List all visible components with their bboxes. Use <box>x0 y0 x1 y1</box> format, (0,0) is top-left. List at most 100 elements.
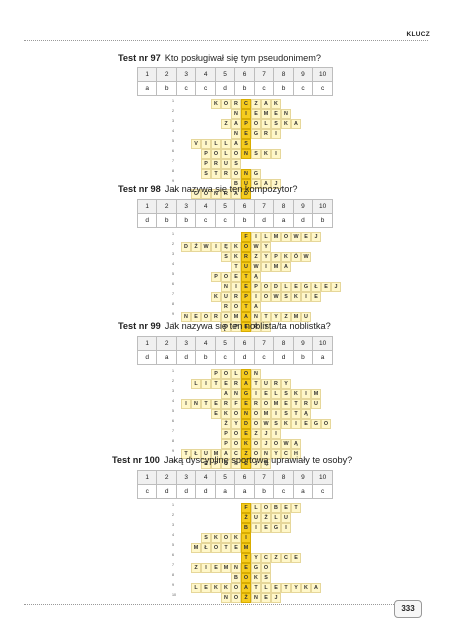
letter-cell: E <box>191 312 201 322</box>
letter-cell: A <box>231 189 241 199</box>
answer-cell: c <box>195 213 216 228</box>
letter-cell: N <box>281 109 291 119</box>
letter-cell: W <box>301 252 311 262</box>
answer-cell: a <box>312 350 333 365</box>
letter-cell: K <box>211 99 221 109</box>
row-number: 3 <box>172 119 174 123</box>
letter-cell: P <box>271 252 281 262</box>
question-number-cell: 1 <box>136 470 158 485</box>
test-98-title: Test nr 98 Jak nazywa się ten kompozytor? <box>118 184 298 194</box>
row-number: 8 <box>172 439 174 443</box>
letter-cell: Ą <box>291 439 301 449</box>
letter-cell: L <box>271 389 281 399</box>
letter-cell: O <box>251 439 261 449</box>
row-number: 10 <box>172 593 176 597</box>
answer-cell: b <box>253 484 275 499</box>
letter-cell: R <box>271 379 281 389</box>
letter-cell: E <box>301 232 311 242</box>
test-100-title: Test nr 100 Jaką dyscyplinę sportową upra… <box>112 455 352 465</box>
letter-cell: I <box>231 282 241 292</box>
row-number: 8 <box>172 302 174 306</box>
answer-cell: a <box>136 81 158 96</box>
letter-cell: O <box>251 449 261 459</box>
letter-cell: Ą <box>251 272 261 282</box>
letter-cell: E <box>281 399 291 409</box>
letter-cell: P <box>251 282 261 292</box>
letter-cell: K <box>211 583 221 593</box>
letter-cell: I <box>181 399 191 409</box>
row-number: 4 <box>172 262 174 266</box>
letter-cell: R <box>221 399 231 409</box>
answer-table-header-row: 1 2 3 4 5 6 7 8 9 10 <box>136 67 333 82</box>
letter-cell: W <box>251 262 261 272</box>
question-number-cell: 8 <box>273 199 294 214</box>
question-number-cell: 4 <box>195 470 216 485</box>
letter-cell: T <box>211 169 221 179</box>
letter-cell: O <box>231 302 241 312</box>
key-letter-cell: N <box>241 169 251 179</box>
letter-cell: Ł <box>201 543 211 553</box>
test-question: Jak nazywa się ten kompozytor? <box>164 184 298 194</box>
letter-cell: S <box>281 389 291 399</box>
question-number-cell: 2 <box>156 470 177 485</box>
letter-cell: G <box>251 179 261 189</box>
question-number-cell: 6 <box>234 336 255 351</box>
test-97-title: Test nr 97 Kto posługiwał się tym pseudon… <box>118 53 321 63</box>
letter-cell: F <box>231 399 241 409</box>
answer-cell: d <box>195 484 216 499</box>
letter-cell: K <box>281 419 291 429</box>
key-letter-cell: G <box>241 389 251 399</box>
row-number: 2 <box>172 513 174 517</box>
answer-cell: b <box>273 81 294 96</box>
letter-cell: E <box>211 409 221 419</box>
letter-cell: A <box>291 119 301 129</box>
letter-cell: Z <box>251 252 261 262</box>
key-letter-cell: O <box>241 573 251 583</box>
letter-cell: R <box>261 129 271 139</box>
letter-cell: E <box>231 272 241 282</box>
letter-cell: S <box>201 169 211 179</box>
key-letter-cell: D <box>241 189 251 199</box>
letter-cell: N <box>251 369 261 379</box>
answer-cell: c <box>136 484 158 499</box>
row-number: 5 <box>172 543 174 547</box>
letter-cell: O <box>261 282 271 292</box>
answer-cell: c <box>253 350 275 365</box>
letter-cell: T <box>291 503 301 513</box>
letter-cell: Ę <box>221 242 231 252</box>
key-letter-cell: N <box>241 409 251 419</box>
page-number: 333 <box>394 600 422 618</box>
question-number-cell: 2 <box>156 199 177 214</box>
letter-cell: I <box>301 389 311 399</box>
letter-cell: W <box>251 242 261 252</box>
letter-cell: T <box>201 399 211 409</box>
letter-cell: Ł <box>311 282 321 292</box>
answer-cell: b <box>175 213 197 228</box>
row-number: 7 <box>172 563 174 567</box>
key-letter-cell: E <box>241 459 251 469</box>
letter-cell: J <box>271 593 281 603</box>
letter-cell: T <box>291 409 301 419</box>
letter-cell: N <box>191 399 201 409</box>
answer-cell: a <box>273 213 294 228</box>
row-number: 1 <box>172 99 174 103</box>
question-number-cell: 1 <box>136 199 158 214</box>
letter-cell: A <box>231 139 241 149</box>
letter-cell: N <box>211 189 221 199</box>
key-letter-cell: C <box>241 99 251 109</box>
question-number-cell: 10 <box>312 199 333 214</box>
row-number: 6 <box>172 282 174 286</box>
answer-cell: d <box>136 350 158 365</box>
row-number: 5 <box>172 139 174 143</box>
letter-cell: W <box>291 232 301 242</box>
letter-cell: B <box>271 503 281 513</box>
letter-cell: O <box>231 583 241 593</box>
letter-cell: P <box>211 272 221 282</box>
letter-cell: U <box>261 379 271 389</box>
test-number: Test nr 100 <box>112 455 160 465</box>
letter-cell: C <box>281 553 291 563</box>
letter-cell: I <box>301 292 311 302</box>
letter-cell: O <box>281 232 291 242</box>
letter-cell: K <box>231 533 241 543</box>
